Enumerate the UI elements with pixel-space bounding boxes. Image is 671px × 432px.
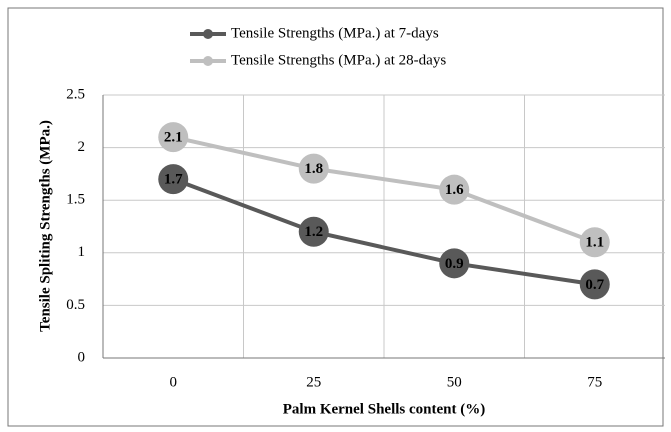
point-marker xyxy=(439,248,470,279)
legend-label: Tensile Strengths (MPa.) at 28-days xyxy=(231,52,446,68)
y-tick-label: 0 xyxy=(78,349,86,365)
point-marker xyxy=(579,227,610,258)
data-label: 0.7 xyxy=(585,277,604,293)
legend-marker xyxy=(203,56,213,66)
chart-frame xyxy=(7,7,664,427)
y-tick-label: 1.5 xyxy=(66,192,85,208)
x-tick-label: 25 xyxy=(306,374,321,390)
point-marker xyxy=(579,269,610,300)
series-line xyxy=(172,135,596,245)
point-marker xyxy=(158,164,189,195)
y-axis-label: Tensile Spliting Strengths (MPa.) xyxy=(37,120,53,332)
point-marker xyxy=(439,174,470,205)
data-label: 1.7 xyxy=(164,172,183,188)
point-marker xyxy=(158,122,189,153)
data-label: 1.8 xyxy=(304,161,323,177)
y-tick-label: 2 xyxy=(78,139,86,155)
data-label: 1.6 xyxy=(445,182,464,198)
legend-label: Tensile Strengths (MPa.) at 7-days xyxy=(231,25,439,41)
y-tick-label: 2.5 xyxy=(66,86,85,102)
x-tick-label: 75 xyxy=(587,374,602,390)
legend-marker xyxy=(203,29,213,39)
data-label: 1.1 xyxy=(585,235,604,251)
series-line xyxy=(172,177,596,287)
point-marker xyxy=(298,216,329,247)
x-tick-label: 0 xyxy=(170,374,178,390)
data-label: 0.9 xyxy=(445,256,464,272)
x-tick-label: 50 xyxy=(447,374,462,390)
data-label: 2.1 xyxy=(164,130,183,146)
point-marker xyxy=(298,153,329,184)
data-label: 1.2 xyxy=(304,224,323,240)
y-tick-label: 1 xyxy=(78,244,86,260)
y-tick-label: 0.5 xyxy=(66,297,85,313)
x-axis-label: Palm Kernel Shells content (%) xyxy=(283,401,485,417)
